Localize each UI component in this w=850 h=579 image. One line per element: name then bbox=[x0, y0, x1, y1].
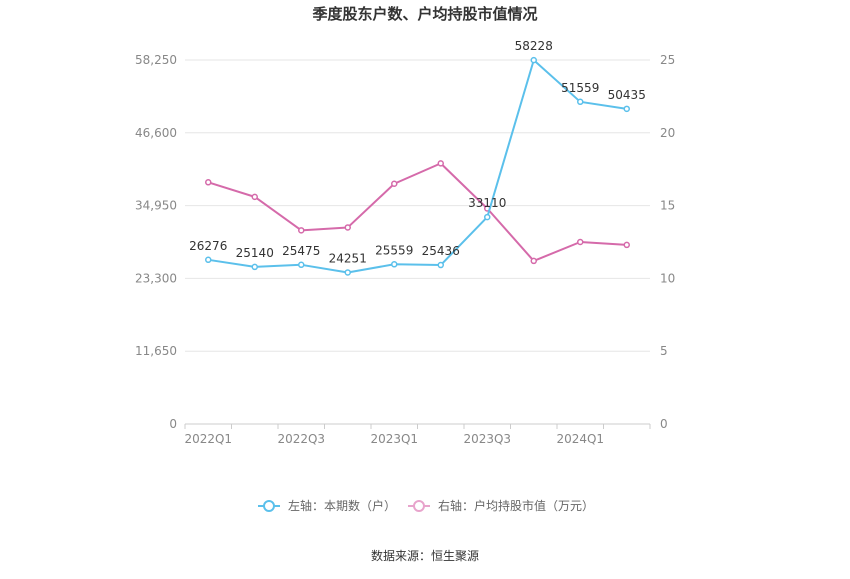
holders-count-point bbox=[344, 269, 351, 276]
right-axis-tick-label: 25 bbox=[660, 53, 675, 67]
avg-holding-value-point bbox=[391, 180, 398, 188]
data-label: 25140 bbox=[236, 246, 274, 260]
holders-count-point bbox=[530, 56, 537, 64]
left-axis-tick-label: 0 bbox=[169, 417, 177, 431]
right-axis-tick-label: 0 bbox=[660, 417, 668, 431]
avg-holding-value-point bbox=[298, 227, 305, 234]
x-axis-tick-label: 2023Q3 bbox=[463, 432, 511, 446]
avg-holding-value-point bbox=[623, 241, 630, 249]
axes: 0 0 11,650 5 23,300 10 34,950 15 46,600 20 58,250 2… bbox=[135, 53, 675, 446]
data-label: 24251 bbox=[329, 251, 367, 265]
avg-holding-value-point bbox=[251, 193, 258, 201]
avg-holding-value-point bbox=[530, 257, 537, 265]
x-axis-tick-label: 2022Q3 bbox=[277, 432, 325, 446]
holders-count-point bbox=[205, 256, 212, 264]
holders-count-point bbox=[484, 213, 491, 221]
right-axis-tick-label: 15 bbox=[660, 199, 675, 213]
gridlines bbox=[185, 59, 650, 352]
x-axis-tick-label: 2022Q1 bbox=[184, 432, 232, 446]
x-axis-tick-label: 2024Q1 bbox=[556, 432, 604, 446]
right-axis-tick-label: 10 bbox=[660, 271, 675, 285]
holders-count-point bbox=[437, 261, 444, 269]
x-axis-tick-label: 2023Q1 bbox=[370, 432, 418, 446]
data-labels: 26276 25140 25475 24251 25559 25436 33110 58228… bbox=[189, 39, 646, 265]
avg-holding-value-point bbox=[205, 179, 212, 186]
avg-holding-value-point bbox=[344, 224, 351, 231]
avg-holding-value-line bbox=[207, 162, 627, 262]
chart-title: 季度股东户数、户均持股市值情况 bbox=[312, 5, 537, 23]
legend: 左轴：本期数（户） 右轴：户均持股市值（万元） bbox=[258, 498, 594, 513]
legend-marker bbox=[413, 500, 425, 512]
data-label: 33110 bbox=[468, 196, 506, 210]
holders-count-point bbox=[298, 261, 305, 269]
holders-count-point bbox=[391, 261, 398, 268]
source-note: 数据来源：恒生聚源 bbox=[371, 548, 479, 563]
legend-label: 左轴：本期数（户） bbox=[288, 498, 396, 513]
legend-label: 右轴：户均持股市值（万元） bbox=[438, 498, 594, 513]
holders-count-point bbox=[623, 105, 630, 113]
data-label: 26276 bbox=[189, 239, 227, 253]
data-label: 51559 bbox=[561, 81, 599, 95]
left-axis-tick-label: 11,650 bbox=[135, 344, 177, 358]
avg-holding-value-point bbox=[577, 238, 584, 246]
legend-item-holders-count[interactable]: 左轴：本期数（户） bbox=[258, 498, 396, 513]
left-axis-tick-label: 34,950 bbox=[135, 199, 177, 213]
data-label: 25559 bbox=[375, 243, 413, 257]
legend-item-avg-holding-value[interactable]: 右轴：户均持股市值（万元） bbox=[408, 498, 594, 513]
right-axis-tick-label: 5 bbox=[660, 344, 668, 358]
avg-holding-value-point bbox=[437, 160, 444, 167]
legend-marker bbox=[263, 500, 275, 512]
holders-count-point bbox=[577, 98, 584, 106]
holders-count-point bbox=[251, 263, 258, 271]
series-lines bbox=[205, 56, 630, 276]
left-axis-tick-label: 46,600 bbox=[135, 126, 177, 140]
holders-count-line bbox=[208, 59, 627, 274]
data-label: 50435 bbox=[608, 88, 646, 102]
left-axis-tick-label: 23,300 bbox=[135, 271, 177, 285]
data-label: 58228 bbox=[515, 39, 553, 53]
right-axis-tick-label: 20 bbox=[660, 126, 675, 140]
left-axis-tick-label: 58,250 bbox=[135, 53, 177, 67]
data-label: 25475 bbox=[282, 244, 320, 258]
data-label: 25436 bbox=[422, 244, 460, 258]
